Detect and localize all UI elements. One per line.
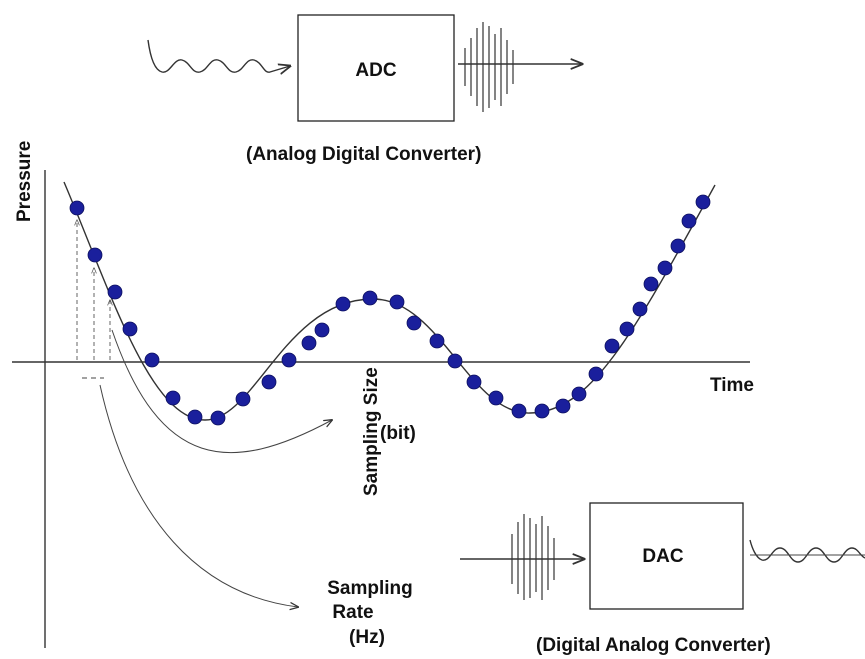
- sample-point: [447, 353, 463, 369]
- adc-input-analog-wave: [147, 39, 290, 72]
- sample-point: [511, 403, 527, 419]
- sample-point: [69, 200, 85, 216]
- sampling-rate-unit: (Hz): [349, 627, 385, 648]
- adc-box: [297, 14, 455, 122]
- sample-point: [619, 321, 635, 337]
- sample-point: [681, 213, 697, 229]
- sample-point: [571, 386, 587, 402]
- sample-point: [261, 374, 277, 390]
- adc-caption: (Analog Digital Converter): [246, 144, 481, 165]
- sample-point: [165, 390, 181, 406]
- sampling-size-unit: (bit): [380, 423, 416, 444]
- sample-point: [555, 398, 571, 414]
- sample-point: [588, 366, 604, 382]
- sampling-size-label: Sampling Size: [361, 367, 382, 496]
- sample-point: [301, 335, 317, 351]
- sample-points: [69, 194, 711, 426]
- sample-point: [210, 410, 226, 426]
- sample-point: [314, 322, 330, 338]
- sample-point: [488, 390, 504, 406]
- sample-point: [429, 333, 445, 349]
- sample-point: [122, 321, 138, 337]
- analog-waveform-curve: [63, 181, 716, 421]
- dac-caption: (Digital Analog Converter): [536, 635, 771, 656]
- sample-point: [281, 352, 297, 368]
- sample-point: [695, 194, 711, 210]
- sample-point: [144, 352, 160, 368]
- sampling-size-indicators: [77, 220, 110, 379]
- sample-point: [643, 276, 659, 292]
- sampling-rate-arrow: [99, 384, 298, 607]
- dac-output-analog-wave: [749, 539, 865, 563]
- sample-point: [534, 403, 550, 419]
- sample-point: [187, 409, 203, 425]
- dac-box: [589, 502, 744, 610]
- dac-input-digital-spikes: [511, 514, 555, 600]
- sample-point: [466, 374, 482, 390]
- dac-label: DAC: [642, 546, 683, 567]
- sample-point: [362, 290, 378, 306]
- sample-point: [632, 301, 648, 317]
- sample-point: [235, 391, 251, 407]
- adc-label: ADC: [355, 60, 396, 81]
- sampling-size-arrow: [111, 329, 332, 454]
- sample-point: [604, 338, 620, 354]
- sample-point: [107, 284, 123, 300]
- sample-point: [389, 294, 405, 310]
- sample-point: [406, 315, 422, 331]
- x-axis-label: Time: [710, 375, 754, 396]
- sampling-rate-label-line2: Rate: [332, 602, 373, 623]
- sample-point: [335, 296, 351, 312]
- adc-output-digital-spikes: [464, 22, 514, 112]
- y-axis-label: Pressure: [14, 141, 35, 222]
- sampling-rate-label-line1: Sampling: [327, 578, 413, 599]
- sample-point: [87, 247, 103, 263]
- sample-point: [670, 238, 686, 254]
- sample-point: [657, 260, 673, 276]
